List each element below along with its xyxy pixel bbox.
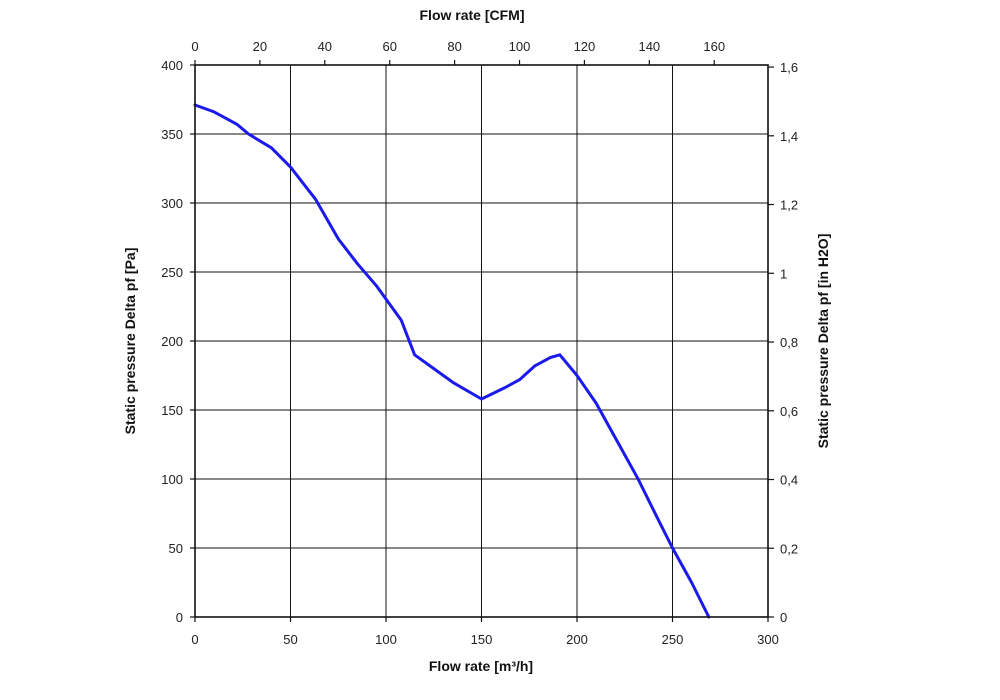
- y2-tick-label: 0,8: [780, 335, 798, 350]
- y-tick-label: 300: [161, 196, 183, 211]
- x-tick-label: 200: [566, 632, 588, 647]
- x-tick-label: 50: [283, 632, 297, 647]
- x2-tick-label: 20: [253, 39, 267, 54]
- y-tick-label: 100: [161, 472, 183, 487]
- y-tick-label: 200: [161, 334, 183, 349]
- x-tick-label: 100: [375, 632, 397, 647]
- y-tick-label: 250: [161, 265, 183, 280]
- x-tick-label: 250: [662, 632, 684, 647]
- x-tick-label: 300: [757, 632, 779, 647]
- x2-tick-label: 80: [447, 39, 461, 54]
- y2-tick-label: 0,6: [780, 404, 798, 419]
- x-tick-label: 150: [471, 632, 493, 647]
- y-tick-label: 350: [161, 127, 183, 142]
- series-line: [193, 103, 711, 619]
- y2-tick-label: 0,2: [780, 541, 798, 556]
- x2-tick-label: 100: [509, 39, 531, 54]
- series-layer: [193, 103, 711, 619]
- y-axis-title: Static pressure Delta pf [Pa]: [122, 248, 138, 435]
- x2-tick-label: 120: [574, 39, 596, 54]
- x2-tick-label: 0: [191, 39, 198, 54]
- x2-tick-label: 60: [382, 39, 396, 54]
- y-tick-label: 0: [176, 610, 183, 625]
- tick-labels: 0 50 100 150 200 250 3000501001502002503003504…: [161, 39, 798, 647]
- y2-tick-label: 1,4: [780, 129, 798, 144]
- x2-tick-label: 160: [703, 39, 725, 54]
- grid: [195, 65, 768, 617]
- y2-tick-label: 1,2: [780, 198, 798, 213]
- y2-tick-label: 1,6: [780, 60, 798, 75]
- y2-axis-title: Static pressure Delta pf [in H2O]: [815, 234, 831, 449]
- y2-tick-label: 0,4: [780, 473, 798, 488]
- y-tick-label: 150: [161, 403, 183, 418]
- y-tick-label: 50: [169, 541, 183, 556]
- x-axis-title: Flow rate [m³/h]: [429, 658, 533, 674]
- y2-tick-label: 0: [780, 610, 787, 625]
- x-tick-label: 0: [191, 632, 198, 647]
- y-tick-label: 400: [161, 58, 183, 73]
- x2-tick-label: 40: [318, 39, 332, 54]
- y2-tick-label: 1: [780, 266, 787, 281]
- x2-axis-title: Flow rate [CFM]: [420, 7, 525, 23]
- x2-tick-label: 140: [638, 39, 660, 54]
